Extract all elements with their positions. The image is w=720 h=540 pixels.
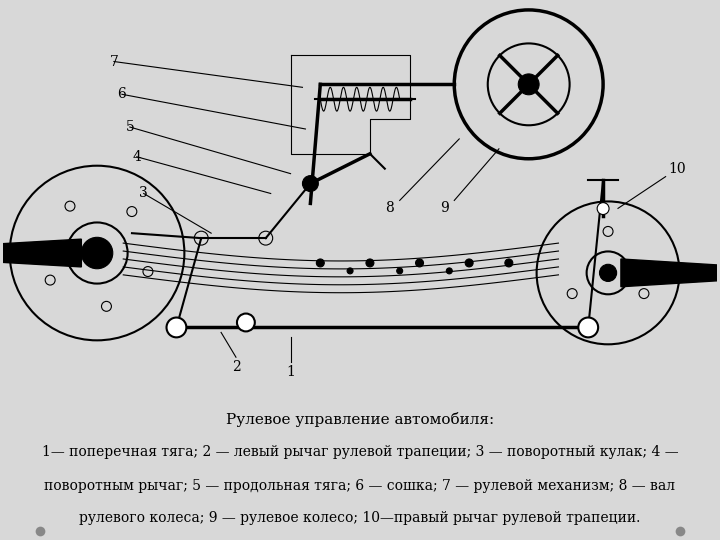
Polygon shape bbox=[621, 259, 717, 287]
Text: рулевого колеса; 9 — рулевое колесо; 10—правый рычаг рулевой трапеции.: рулевого колеса; 9 — рулевое колесо; 10—… bbox=[79, 511, 641, 525]
Text: 1: 1 bbox=[286, 365, 295, 379]
Text: Рулевое управление автомобиля:: Рулевое управление автомобиля: bbox=[226, 411, 494, 427]
Circle shape bbox=[166, 318, 186, 338]
Circle shape bbox=[302, 176, 318, 192]
Circle shape bbox=[465, 259, 473, 267]
Text: 4: 4 bbox=[132, 150, 141, 164]
Circle shape bbox=[518, 74, 539, 94]
Circle shape bbox=[347, 268, 353, 274]
Text: 8: 8 bbox=[385, 201, 394, 215]
Circle shape bbox=[397, 268, 402, 274]
Text: 9: 9 bbox=[440, 201, 449, 215]
Circle shape bbox=[316, 259, 324, 267]
Circle shape bbox=[597, 202, 609, 214]
Circle shape bbox=[505, 259, 513, 267]
Circle shape bbox=[578, 318, 598, 338]
Text: 6: 6 bbox=[117, 87, 126, 102]
Polygon shape bbox=[0, 239, 81, 267]
Circle shape bbox=[237, 314, 255, 332]
Circle shape bbox=[446, 268, 452, 274]
Circle shape bbox=[81, 237, 113, 269]
Text: 10: 10 bbox=[669, 161, 686, 176]
Circle shape bbox=[600, 264, 616, 281]
Text: 3: 3 bbox=[139, 186, 148, 200]
Text: 1— поперечная тяга; 2 — левый рычаг рулевой трапеции; 3 — поворотный кулак; 4 —: 1— поперечная тяга; 2 — левый рычаг руле… bbox=[42, 445, 678, 459]
Text: 5: 5 bbox=[125, 120, 134, 134]
Circle shape bbox=[415, 259, 423, 267]
Text: поворотным рычаг; 5 — продольная тяга; 6 — сошка; 7 — рулевой механизм; 8 — вал: поворотным рычаг; 5 — продольная тяга; 6… bbox=[45, 479, 675, 493]
Circle shape bbox=[366, 259, 374, 267]
Text: 7: 7 bbox=[109, 55, 118, 69]
Text: 2: 2 bbox=[232, 360, 240, 374]
